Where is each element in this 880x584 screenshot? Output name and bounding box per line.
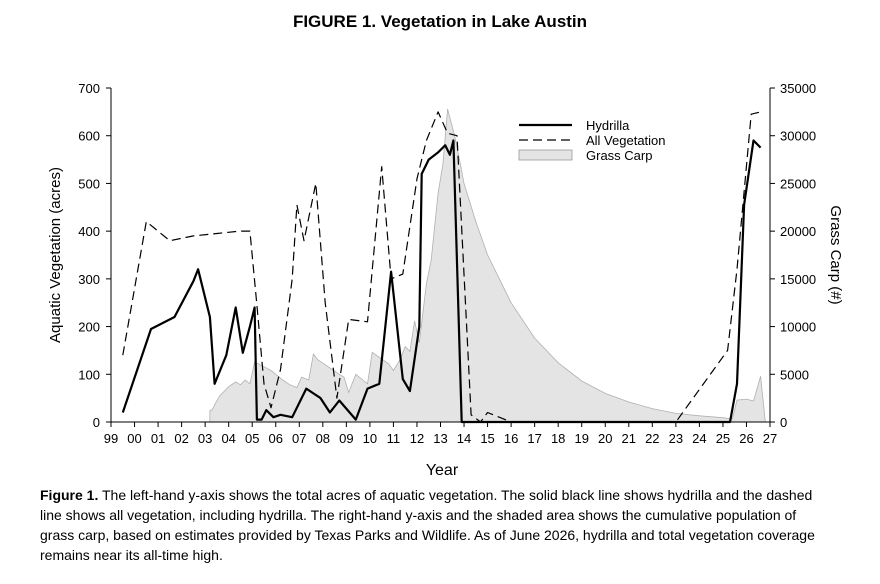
grass-carp-layer xyxy=(209,108,766,423)
x-tick-label: 24 xyxy=(692,431,706,446)
legend-label-grass-carp: Grass Carp xyxy=(586,148,652,163)
y2-tick-label: 0 xyxy=(780,415,787,430)
x-tick-label: 27 xyxy=(763,431,777,446)
x-tick-label: 23 xyxy=(669,431,683,446)
figure-caption: Figure 1. The left-hand y-axis shows the… xyxy=(40,485,830,565)
page-title: FIGURE 1. Vegetation in Lake Austin xyxy=(292,12,588,31)
x-tick-label: 07 xyxy=(292,431,306,446)
x-tick-label: 16 xyxy=(504,431,518,446)
x-tick-label: 17 xyxy=(527,431,541,446)
y2-axis-label: Grass Carp (#) xyxy=(827,205,844,304)
legend-label-all-vegetation: All Vegetation xyxy=(586,133,666,148)
legend: Hydrilla All Vegetation Grass Carp xyxy=(518,118,666,163)
x-tick-label: 05 xyxy=(245,431,259,446)
plot-area: 99 00 01 02 03 04 05 06 07 08 09 10 11 12 13 14 15 16 17 18… xyxy=(78,81,816,446)
y-tick-label: 600 xyxy=(78,129,100,144)
caption-text: The left-hand y-axis shows the total acr… xyxy=(40,487,815,563)
x-tick-label: 19 xyxy=(574,431,588,446)
x-tick-label: 01 xyxy=(151,431,165,446)
x-tick-label: 26 xyxy=(739,431,753,446)
y2-tick-label: 5000 xyxy=(780,367,809,382)
x-tick-label: 04 xyxy=(221,431,235,446)
y-tick-label: 500 xyxy=(78,176,100,191)
x-tick-label: 03 xyxy=(198,431,212,446)
y-tick-label: 300 xyxy=(78,272,100,287)
y2-tick-label: 20000 xyxy=(780,224,816,239)
hydrilla-line xyxy=(121,139,762,424)
all-vegetation-line xyxy=(122,111,761,423)
x-tick-label: 15 xyxy=(480,431,494,446)
x-tick-label: 06 xyxy=(269,431,283,446)
y2-tick-label: 30000 xyxy=(780,129,816,144)
x-tick-label: 18 xyxy=(551,431,565,446)
x-tick-label: 25 xyxy=(716,431,730,446)
legend-label-hydrilla: Hydrilla xyxy=(586,118,630,133)
y-tick-label: 400 xyxy=(78,224,100,239)
vegetation-lines xyxy=(121,111,762,424)
x-tick-label: 14 xyxy=(457,431,471,446)
grass-carp-area xyxy=(209,108,766,423)
chart: 99 00 01 02 03 04 05 06 07 08 09 10 11 12 13 14 15 16 17 18… xyxy=(47,81,844,479)
x-tick-label: 00 xyxy=(127,431,141,446)
y-tick-label: 700 xyxy=(78,81,100,96)
x-tick-label: 20 xyxy=(598,431,612,446)
y-tick-label: 200 xyxy=(78,320,100,335)
legend-swatch-grass-carp xyxy=(518,149,573,161)
y2-tick-label: 10000 xyxy=(780,320,816,335)
caption-label: Figure 1. xyxy=(40,487,99,503)
x-tick-label: 02 xyxy=(174,431,188,446)
y2-tick-label: 15000 xyxy=(780,272,816,287)
x-tick-label: 11 xyxy=(387,431,401,446)
axes: 99 00 01 02 03 04 05 06 07 08 09 10 11 12 13 14 15 16 17 18… xyxy=(78,81,816,446)
y2-tick-label: 25000 xyxy=(780,176,816,191)
y-axis-label: Aquatic Vegetation (acres) xyxy=(47,167,64,343)
x-tick-label: 21 xyxy=(622,431,636,446)
x-tick-label: 12 xyxy=(410,431,424,446)
y-tick-label: 100 xyxy=(78,367,100,382)
x-tick-label: 13 xyxy=(433,431,447,446)
x-tick-label: 22 xyxy=(645,431,659,446)
x-tick-label: 99 xyxy=(104,431,118,446)
y2-tick-label: 35000 xyxy=(780,81,816,96)
x-tick-label: 08 xyxy=(316,431,330,446)
y-tick-label: 0 xyxy=(93,415,100,430)
x-tick-label: 09 xyxy=(339,431,353,446)
x-axis-label: Year xyxy=(426,462,459,479)
x-tick-label: 10 xyxy=(363,431,377,446)
